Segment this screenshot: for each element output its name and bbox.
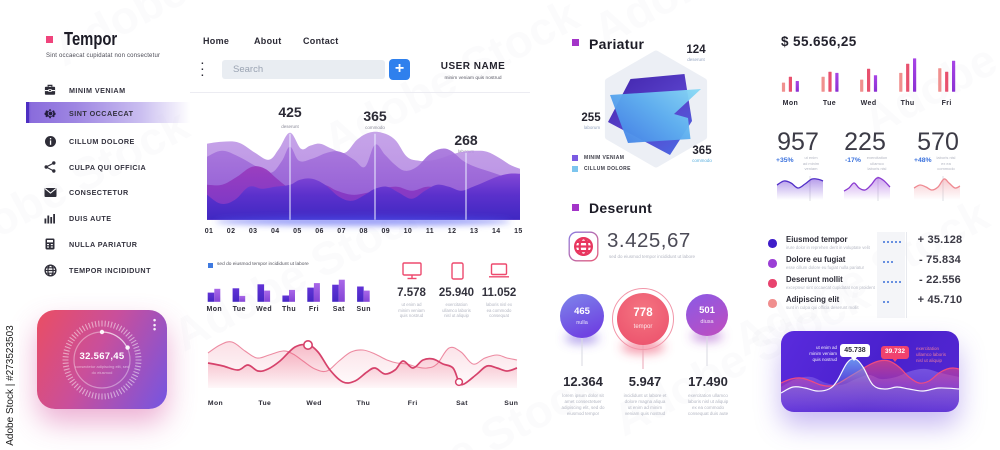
svg-text:nulla: nulla xyxy=(576,320,589,326)
svg-text:465: 465 xyxy=(574,306,591,317)
svg-text:501: 501 xyxy=(699,305,716,316)
svg-text:778: 778 xyxy=(633,307,653,319)
svg-text:tempor: tempor xyxy=(634,324,653,330)
svg-text:diusa: diusa xyxy=(700,319,714,325)
